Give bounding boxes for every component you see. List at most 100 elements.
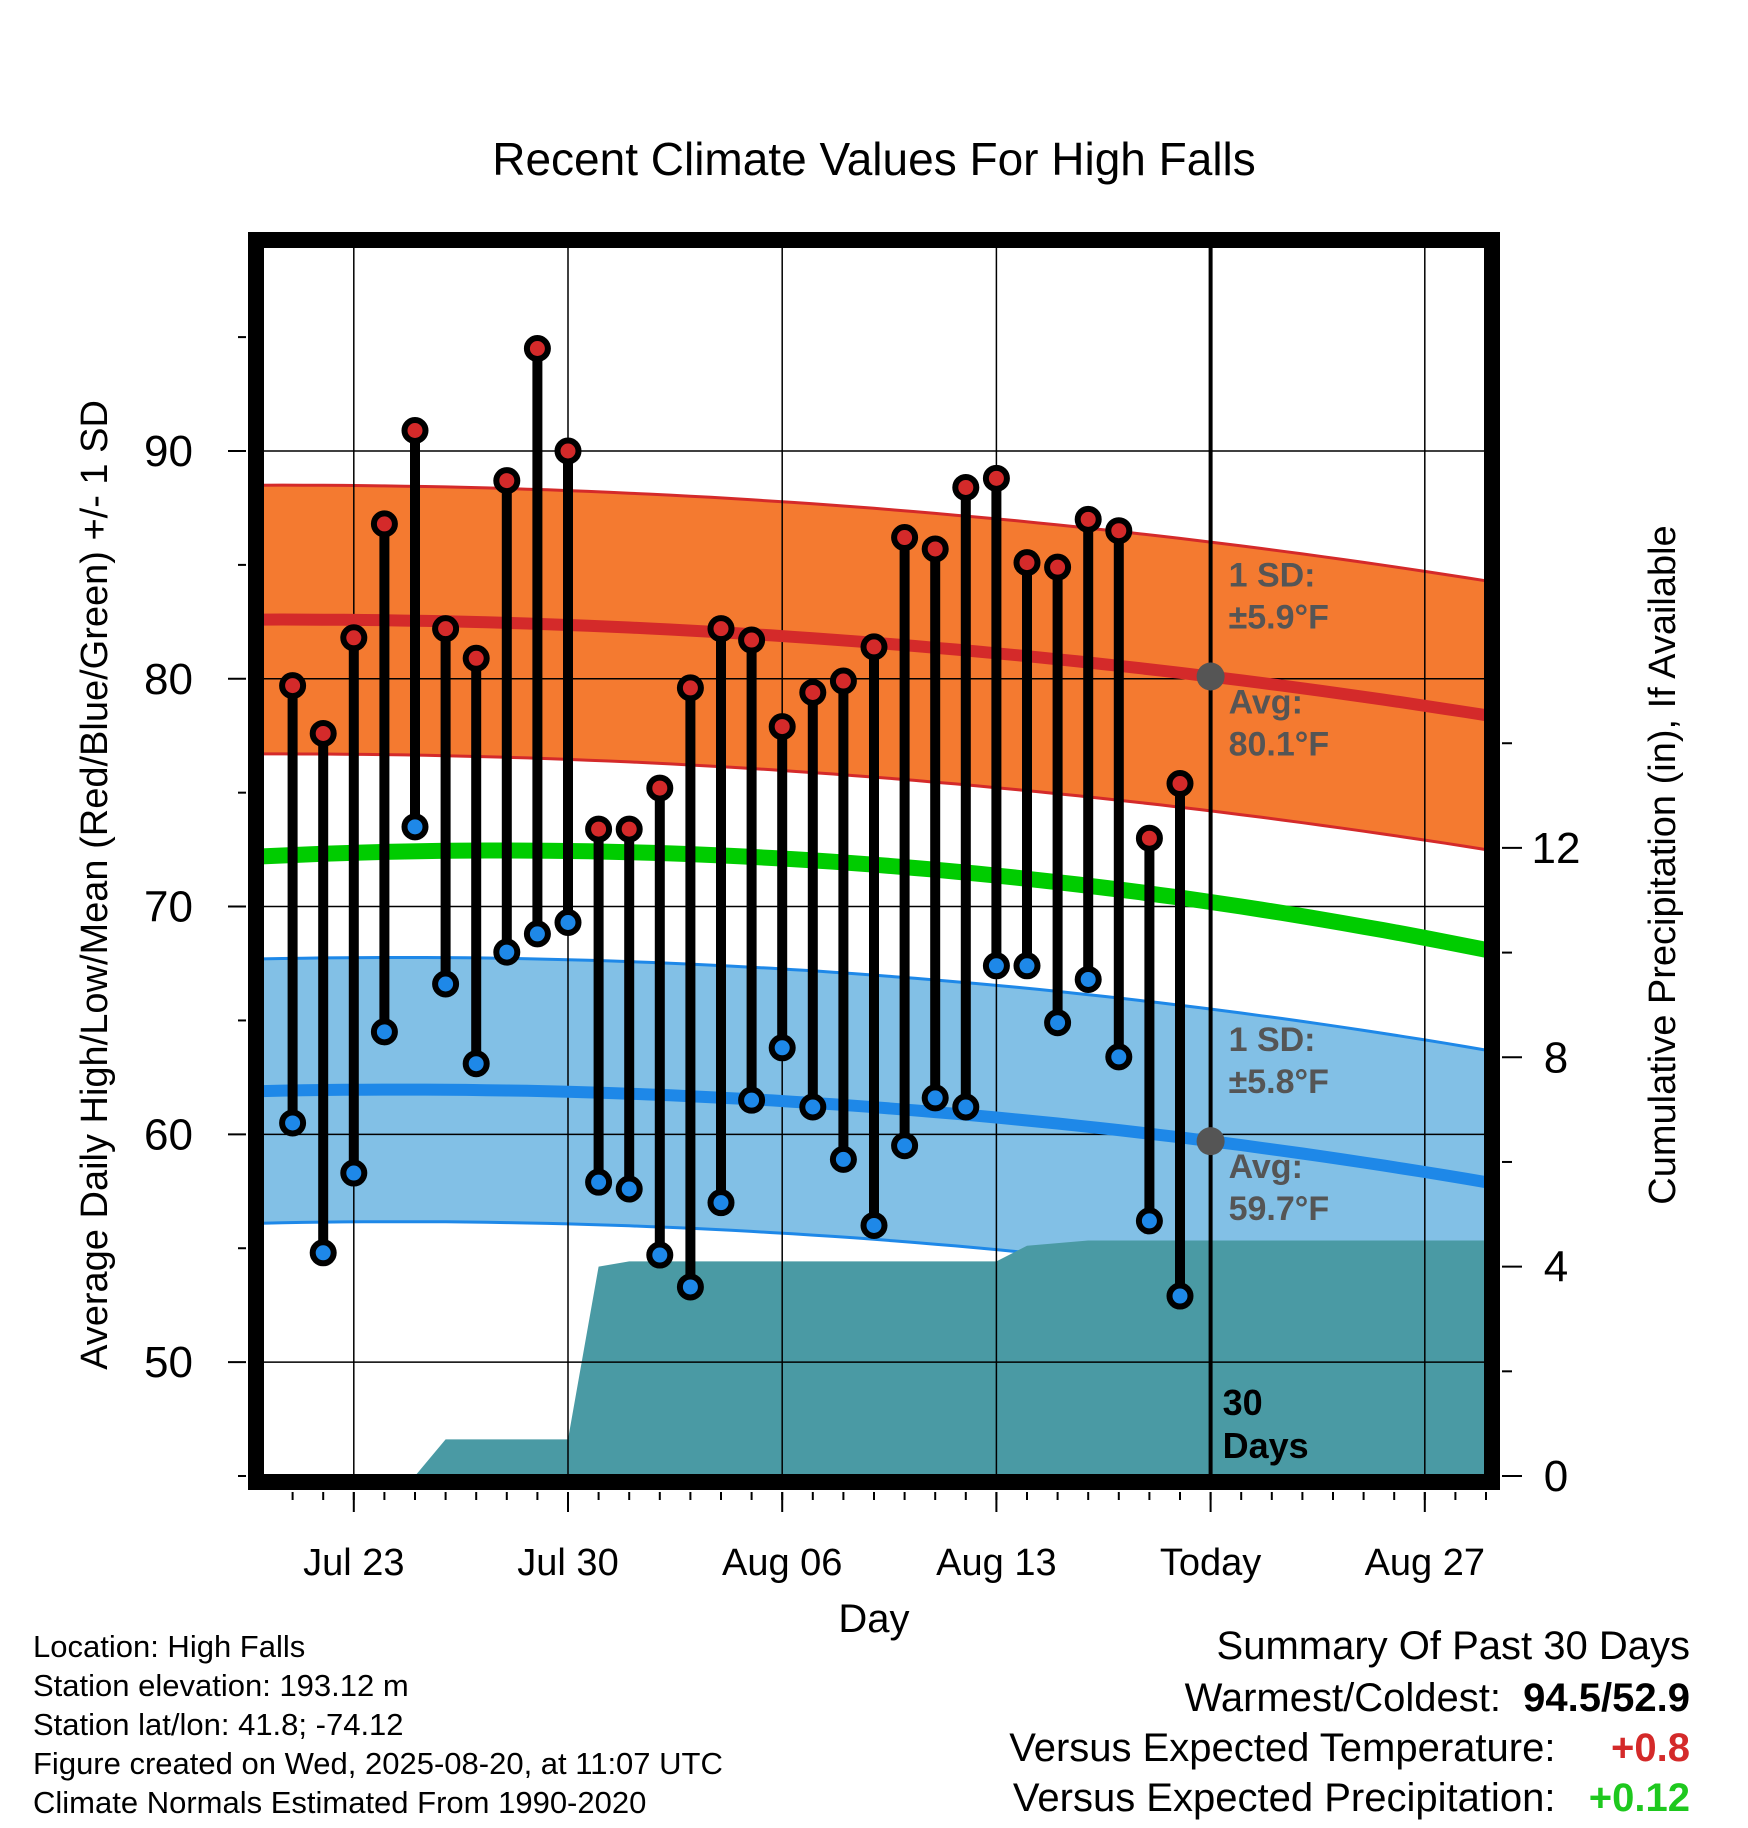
summary-precipitation: Versus Expected Precipitation: +0.12 xyxy=(1013,1778,1690,1818)
y2-tick-label: 12 xyxy=(1532,824,1581,873)
y-tick-label: 80 xyxy=(144,655,193,704)
daily-low-point xyxy=(799,1093,827,1121)
daily-low-point xyxy=(279,1109,307,1137)
high-sd-value: ±5.9°F xyxy=(1229,599,1329,637)
daily-high-point xyxy=(462,644,490,672)
daily-low-point xyxy=(860,1211,888,1239)
daily-high-point xyxy=(370,510,398,538)
daily-low-point xyxy=(952,1093,980,1121)
y-tick-label: 60 xyxy=(144,1110,193,1159)
daily-high-point xyxy=(585,815,613,843)
daily-high-point xyxy=(646,774,674,802)
high-sd-label: 1 SD: xyxy=(1229,557,1316,595)
daily-low-point xyxy=(1013,952,1041,980)
low-avg-value: 59.7°F xyxy=(1229,1190,1330,1228)
daily-high-point xyxy=(768,713,796,741)
info-latlon: Station lat/lon: 41.8; -74.12 xyxy=(33,1707,404,1742)
daily-low-point xyxy=(738,1086,766,1114)
daily-high-point xyxy=(432,615,460,643)
daily-high-point xyxy=(707,615,735,643)
x-tick-label: Jul 23 xyxy=(303,1542,404,1584)
daily-low-point xyxy=(982,952,1010,980)
today-low-avg-marker xyxy=(1196,1127,1225,1156)
daily-high-point xyxy=(615,815,643,843)
daily-high-point xyxy=(279,672,307,700)
daily-high-point xyxy=(309,719,337,747)
today-window-label-number: 30 xyxy=(1223,1382,1263,1423)
y2-tick-label: 4 xyxy=(1544,1243,1568,1292)
plot-area: 1 SD: ±5.9°F Avg: 80.1°F 1 SD: ±5.8°F Avg: 59.7… xyxy=(144,232,1581,1584)
daily-low-point xyxy=(370,1018,398,1046)
daily-low-point xyxy=(1166,1282,1194,1310)
daily-low-point xyxy=(1044,1009,1072,1037)
daily-low-point xyxy=(340,1159,368,1187)
y-axis-title: Average Daily High/Low/Mean (Red/Blue/Gr… xyxy=(74,400,116,1370)
daily-low-point xyxy=(1135,1207,1163,1235)
daily-low-point xyxy=(1074,965,1102,993)
daily-high-point xyxy=(921,535,949,563)
daily-high-point xyxy=(891,524,919,552)
daily-high-point xyxy=(799,678,827,706)
daily-low-point xyxy=(554,909,582,936)
daily-high-point xyxy=(676,674,704,702)
y2-tick-label: 8 xyxy=(1544,1033,1568,1082)
daily-low-point xyxy=(585,1168,613,1196)
summary-temp-label: Versus Expected Temperature: xyxy=(1009,1726,1556,1770)
x-tick-label: Aug 13 xyxy=(936,1542,1056,1584)
summary-precip-label: Versus Expected Precipitation: xyxy=(1012,1776,1556,1820)
low-avg-label: Avg: xyxy=(1229,1148,1303,1186)
daily-high-point xyxy=(829,667,857,695)
y-tick-label: 50 xyxy=(144,1338,193,1387)
info-elevation: Station elevation: 193.12 m xyxy=(33,1668,409,1703)
daily-high-point xyxy=(340,624,368,652)
daily-high-point xyxy=(1135,824,1163,852)
summary-warm-label: Warmest/Coldest: xyxy=(1184,1676,1501,1720)
x-tick-label: Jul 30 xyxy=(517,1542,618,1584)
daily-low-point xyxy=(523,920,551,948)
summary-precip-value: +0.12 xyxy=(1588,1776,1690,1820)
daily-low-point xyxy=(768,1034,796,1062)
daily-low-point xyxy=(829,1145,857,1173)
daily-high-point xyxy=(1013,549,1041,577)
daily-low-point xyxy=(493,938,521,966)
daily-low-point xyxy=(707,1189,735,1217)
daily-high-point xyxy=(401,417,429,444)
summary-temp-value: +0.8 xyxy=(1611,1726,1690,1770)
summary-warm-value: 94.5/52.9 xyxy=(1523,1676,1690,1720)
daily-high-point xyxy=(523,335,551,362)
daily-high-point xyxy=(493,467,521,495)
today-high-avg-marker xyxy=(1196,662,1225,691)
y2-tick-label: 0 xyxy=(1544,1452,1568,1501)
daily-high-point xyxy=(860,633,888,661)
y2-axis-title: Cumulative Precipitation (in), If Availa… xyxy=(1642,525,1684,1204)
x-tick-label: Today xyxy=(1160,1542,1261,1584)
daily-low-point xyxy=(676,1273,704,1301)
low-sd-label: 1 SD: xyxy=(1229,1021,1316,1059)
high-avg-label: Avg: xyxy=(1229,684,1303,722)
x-tick-label: Aug 27 xyxy=(1365,1542,1485,1584)
info-location: Location: High Falls xyxy=(33,1629,306,1664)
daily-high-point xyxy=(1105,517,1133,545)
summary-temperature: Versus Expected Temperature: +0.8 xyxy=(1009,1728,1690,1768)
daily-low-point xyxy=(646,1241,674,1269)
info-created: Figure created on Wed, 2025-08-20, at 11… xyxy=(33,1746,723,1781)
daily-low-point xyxy=(1105,1043,1133,1071)
daily-high-point xyxy=(982,464,1010,492)
daily-low-point xyxy=(921,1084,949,1112)
daily-low-point xyxy=(615,1175,643,1203)
daily-low-point xyxy=(462,1050,490,1078)
chart-title: Recent Climate Values For High Falls xyxy=(492,133,1256,185)
y-tick-label: 70 xyxy=(144,883,193,932)
info-normals: Climate Normals Estimated From 1990-2020 xyxy=(33,1785,647,1820)
daily-low-point xyxy=(401,813,429,841)
low-sd-value: ±5.8°F xyxy=(1229,1063,1329,1101)
daily-low-point xyxy=(432,970,460,998)
daily-low-point xyxy=(891,1132,919,1160)
x-axis-title: Day xyxy=(838,1597,909,1641)
summary-warmest-coldest: Warmest/Coldest: 94.5/52.9 xyxy=(1185,1678,1690,1718)
daily-high-point xyxy=(1074,505,1102,533)
y-tick-label: 90 xyxy=(144,427,193,476)
high-avg-value: 80.1°F xyxy=(1229,726,1330,764)
daily-low-point xyxy=(309,1239,337,1267)
